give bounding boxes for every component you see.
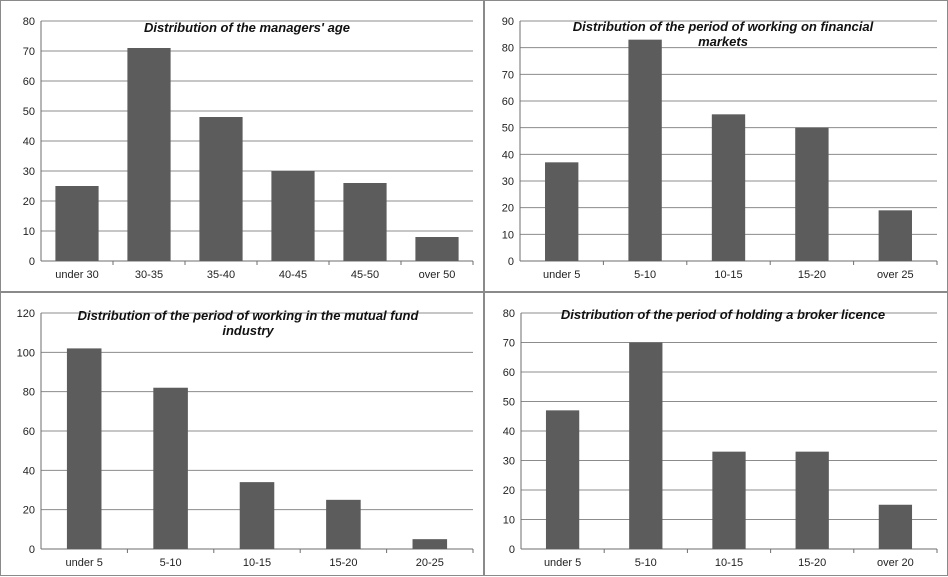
x-category-label: under 5 — [66, 557, 103, 569]
bar — [415, 237, 459, 261]
x-category-label: 5-10 — [634, 269, 656, 281]
x-category-label: 15-20 — [329, 557, 357, 569]
y-tick-label: 20 — [503, 485, 515, 497]
y-tick-label: 0 — [509, 544, 515, 556]
x-category-label: 20-25 — [416, 557, 444, 569]
y-tick-label: 0 — [29, 544, 35, 556]
y-tick-label: 120 — [17, 308, 35, 320]
chart-title: Distribution of the period of working on… — [573, 19, 874, 34]
bar-chart-2: 0 10 20 30 40 50 60 70 80 90 under 5 5-10 10-15 15-20… — [502, 16, 938, 281]
y-tick-label: 40 — [23, 136, 35, 148]
y-tick-label: 70 — [502, 69, 514, 81]
x-category-label: 15-20 — [798, 269, 826, 281]
bar — [412, 539, 448, 549]
y-tick-label: 40 — [502, 149, 514, 161]
bar — [545, 410, 580, 549]
y-tick-label: 60 — [23, 76, 35, 88]
x-category-label: 45-50 — [351, 269, 379, 281]
y-tick-label: 0 — [508, 256, 514, 268]
chart-title: Distribution of the period of working in… — [78, 308, 420, 323]
x-category-label: 10-15 — [714, 269, 742, 281]
y-tick-label: 80 — [503, 308, 515, 320]
chart-panel-1: 0 10 20 30 40 50 60 70 80 under 30 30-35 35-40 40-45… — [0, 0, 484, 292]
bar — [878, 504, 913, 549]
x-category-label: over 20 — [877, 557, 914, 569]
y-tick-label: 60 — [23, 426, 35, 438]
bar — [326, 499, 361, 549]
bar-chart-3: 0 20 40 60 80 100 120 under 5 5-10 10-15 15-20 20-2… — [17, 308, 474, 569]
y-tick-label: 40 — [23, 465, 35, 477]
y-tick-label: 40 — [503, 426, 515, 438]
x-category-label: 35-40 — [207, 269, 235, 281]
bar — [878, 210, 912, 261]
bar — [55, 186, 99, 261]
x-category-label: under 5 — [544, 557, 581, 569]
x-category-label: under 5 — [543, 269, 580, 281]
chart-title: industry — [222, 323, 274, 338]
bar — [629, 342, 663, 549]
bar — [239, 482, 275, 549]
bar — [199, 117, 243, 261]
y-tick-label: 10 — [502, 229, 514, 241]
bar — [271, 171, 315, 261]
y-tick-label: 30 — [502, 176, 514, 188]
bar — [343, 183, 387, 261]
y-tick-label: 20 — [23, 505, 35, 517]
x-category-label: 30-35 — [135, 269, 163, 281]
bar — [628, 39, 662, 261]
bar — [795, 127, 829, 262]
chart-title: Distribution of the period of holding a … — [561, 307, 885, 322]
x-category-label: 40-45 — [279, 269, 307, 281]
y-tick-label: 80 — [23, 16, 35, 28]
x-category-label: over 50 — [419, 269, 456, 281]
bar — [795, 451, 829, 549]
y-tick-label: 60 — [503, 367, 515, 379]
bar — [712, 451, 746, 549]
y-tick-label: 50 — [23, 106, 35, 118]
x-category-label: 5-10 — [635, 557, 657, 569]
bar-chart-1: 0 10 20 30 40 50 60 70 80 under 30 30-35 35-40 40-45… — [23, 16, 474, 281]
y-tick-label: 10 — [503, 515, 515, 527]
chart-title: markets — [698, 34, 748, 49]
x-category-label: under 30 — [55, 269, 98, 281]
x-category-label: 10-15 — [715, 557, 743, 569]
bar — [66, 348, 102, 549]
y-tick-label: 90 — [502, 16, 514, 28]
y-tick-label: 80 — [23, 387, 35, 399]
chart-panel-2: 0 10 20 30 40 50 60 70 80 90 under 5 5-10 10-15 15-20… — [484, 0, 948, 292]
y-tick-label: 50 — [502, 123, 514, 135]
bar — [711, 114, 746, 261]
chart-panel-3: 0 20 40 60 80 100 120 under 5 5-10 10-15 15-20 20-2… — [0, 292, 484, 576]
y-tick-label: 20 — [23, 196, 35, 208]
y-tick-label: 0 — [29, 256, 35, 268]
chart-panel-4: 0 10 20 30 40 50 60 70 80 under 5 5-10 10-15 15-20 ov… — [484, 292, 948, 576]
x-category-label: 10-15 — [243, 557, 271, 569]
bar — [153, 387, 188, 549]
y-tick-label: 100 — [17, 347, 35, 359]
y-tick-label: 50 — [503, 397, 515, 409]
chart-title: Distribution of the managers' age — [144, 20, 350, 35]
y-tick-label: 70 — [503, 338, 515, 350]
bar-chart-4: 0 10 20 30 40 50 60 70 80 under 5 5-10 10-15 15-20 ov… — [503, 307, 938, 569]
x-category-label: 15-20 — [798, 557, 826, 569]
y-tick-label: 80 — [502, 43, 514, 55]
y-tick-label: 20 — [502, 203, 514, 215]
x-category-label: 5-10 — [160, 557, 182, 569]
y-tick-label: 30 — [503, 456, 515, 468]
bar — [545, 162, 579, 261]
y-tick-label: 70 — [23, 46, 35, 58]
x-category-label: over 25 — [877, 269, 914, 281]
y-tick-label: 60 — [502, 96, 514, 108]
y-tick-label: 30 — [23, 166, 35, 178]
y-tick-label: 10 — [23, 226, 35, 238]
bar — [127, 48, 171, 261]
